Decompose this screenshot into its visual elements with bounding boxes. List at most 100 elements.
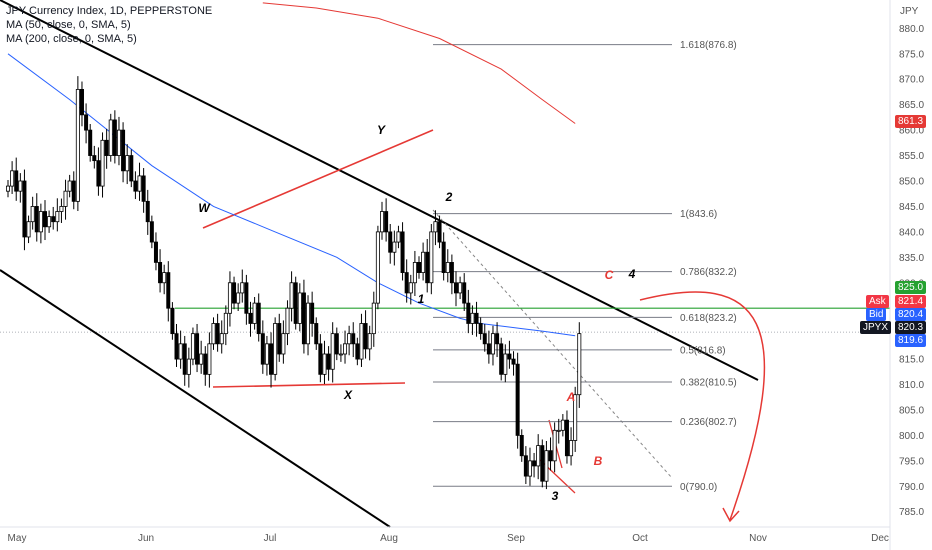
candle-body	[384, 211, 389, 233]
fib-level-label: 1(843.6)	[680, 209, 717, 220]
candle-body	[536, 445, 541, 467]
candle-body	[433, 221, 438, 233]
x-tick-label: Oct	[632, 533, 648, 544]
candle-body	[573, 394, 578, 441]
candle-body	[334, 333, 339, 355]
candle-body	[289, 282, 294, 309]
candle-body	[51, 216, 56, 223]
candle-body	[388, 231, 393, 253]
y-tick-label: 805.0	[899, 405, 924, 416]
candle-body	[264, 343, 269, 365]
candle-body	[511, 358, 516, 365]
wave-label-1: 1	[418, 292, 425, 306]
y-tick-label: 875.0	[899, 49, 924, 60]
fib-level-label: 0.618(823.2)	[680, 313, 737, 324]
fib-level-label: 1.618(876.8)	[680, 40, 737, 51]
candle-body	[158, 262, 163, 284]
dashed-trend-line	[432, 209, 673, 479]
candle-body	[55, 211, 60, 223]
x-tick-label: Nov	[749, 533, 767, 544]
y-tick-label: 860.0	[899, 126, 924, 137]
bid-price-tag: 820.4	[895, 308, 927, 321]
wave-label-x: X	[343, 388, 353, 402]
candle-body	[59, 206, 64, 212]
candle-body	[318, 343, 323, 375]
candle-body	[396, 231, 401, 243]
candle-body	[404, 272, 409, 294]
candle-body	[297, 292, 302, 324]
candle-body	[170, 307, 175, 335]
candle-body	[285, 307, 290, 335]
candle-body	[186, 358, 191, 375]
last-price-tag: 820.3	[895, 321, 927, 334]
candle-body	[248, 312, 253, 324]
candle-body	[449, 262, 454, 284]
candle-body	[244, 282, 249, 314]
candle-body	[252, 302, 257, 324]
price-axis-unit: JPY	[900, 6, 919, 17]
candle-body	[470, 312, 475, 324]
wave-label-w: W	[198, 201, 211, 215]
wave-label-b: B	[594, 454, 603, 468]
candle-body	[92, 155, 97, 162]
candle-body	[375, 231, 380, 304]
y-tick-label: 855.0	[899, 151, 924, 162]
projection-arc	[639, 291, 766, 521]
candle-body	[363, 323, 368, 350]
candle-body	[38, 211, 43, 233]
candle-body	[499, 343, 504, 375]
candle-body	[190, 333, 195, 360]
candle-body	[240, 282, 245, 294]
candle-body	[88, 129, 93, 156]
candle-body	[273, 323, 278, 375]
candle-body	[10, 170, 15, 187]
wave-label-c: C	[605, 268, 614, 282]
candle-body	[367, 333, 372, 350]
y-tick-label: 785.0	[899, 507, 924, 518]
x-tick-label: Jul	[264, 533, 277, 544]
candle-body	[544, 450, 549, 482]
candle-body	[392, 241, 397, 253]
candle-body	[281, 333, 286, 355]
candle-body	[408, 282, 413, 294]
candle-body	[560, 419, 565, 431]
candle-body	[162, 272, 167, 284]
candle-body	[400, 231, 405, 273]
ma200-line	[262, 2, 576, 124]
wave-label-2: 2	[445, 190, 453, 204]
candle-body	[293, 282, 298, 324]
candle-body	[79, 89, 84, 116]
candle-body	[137, 175, 142, 192]
candle-body	[338, 353, 343, 356]
candle-body	[277, 323, 282, 355]
channel-lower-line	[0, 269, 391, 528]
candle-body	[121, 129, 126, 172]
candle-body	[507, 353, 512, 360]
candle-body	[215, 323, 220, 345]
candle-body	[314, 323, 319, 345]
y-tick-label: 790.0	[899, 482, 924, 493]
candle-body	[359, 323, 364, 360]
candle-body	[380, 211, 385, 233]
candle-body	[145, 200, 150, 223]
candle-body	[14, 170, 19, 192]
y-tick-label: 840.0	[899, 227, 924, 238]
candle-body	[232, 282, 237, 304]
candle-body	[129, 155, 134, 182]
y-tick-label: 870.0	[899, 75, 924, 86]
ask-label: Ask	[866, 295, 889, 308]
candle-body	[445, 262, 450, 273]
candle-body	[71, 180, 76, 202]
y-tick-label: 835.0	[899, 253, 924, 264]
x-tick-label: Sep	[507, 533, 525, 544]
candle-body	[30, 206, 35, 223]
candle-body	[63, 190, 68, 207]
candle-body	[527, 460, 532, 477]
wave-label-a: A	[566, 390, 576, 404]
candle-body	[182, 343, 187, 375]
y-tick-label: 850.0	[899, 177, 924, 188]
candle-body	[482, 333, 487, 345]
wave-label-y: Y	[377, 123, 386, 137]
